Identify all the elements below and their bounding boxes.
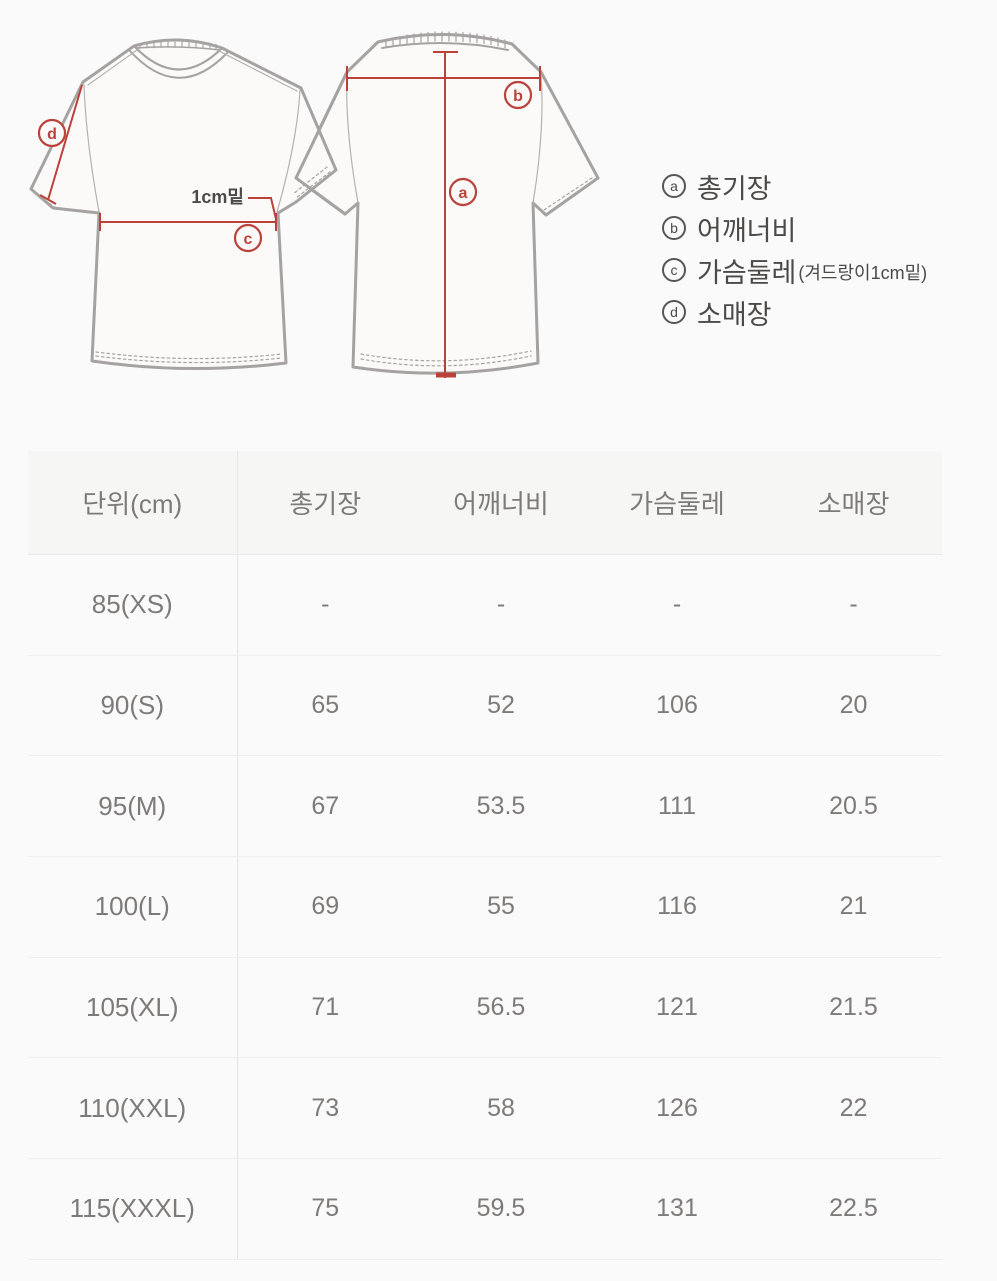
legend-label: 어깨너비 <box>697 215 797 246</box>
size-label: 105(XL) <box>28 957 238 1059</box>
length-measure-line <box>433 51 458 378</box>
legend-marker-d-icon: d <box>662 300 686 324</box>
cell-value: 21 <box>765 856 942 958</box>
back-left-sleeve-outline <box>294 70 349 216</box>
size-label: 85(XS) <box>28 554 238 656</box>
tshirt-measurement-diagram: a b c d 1cm밑 <box>29 31 600 378</box>
table-row: 85(XS) - - - - <box>28 554 942 656</box>
legend-suffix: (겨드랑이1cm밑) <box>798 263 928 283</box>
size-label: 115(XXXL) <box>28 1158 238 1260</box>
legend-item-c: c 가슴둘레 (겨드랑이1cm밑) <box>662 255 928 288</box>
legend-marker-b-icon: b <box>662 216 686 240</box>
marker-c: c <box>233 223 263 253</box>
cell-value: 53.5 <box>413 755 589 858</box>
cell-value: - <box>765 554 942 656</box>
marker-a: a <box>448 177 478 207</box>
measure-legend: a 총기장 b 어깨너비 c 가슴둘레 (겨드랑이1cm밑) d 소매장 <box>662 171 928 330</box>
table-row: 90(S) 65 52 106 20 <box>28 655 942 757</box>
front-collar-ribbing <box>139 39 217 50</box>
legend-label: 총기장 <box>697 173 772 204</box>
marker-b: b <box>503 80 533 110</box>
marker-a-letter: a <box>459 185 468 202</box>
header-shoulder-width: 어깨너비 <box>413 451 589 555</box>
underarm-note-leader <box>248 197 277 220</box>
cell-value: 55 <box>413 856 589 958</box>
back-collar-ribbing <box>385 31 506 49</box>
cell-value: 75 <box>237 1158 413 1260</box>
cell-value: 56.5 <box>413 957 589 1059</box>
cell-value: 73 <box>237 1057 413 1160</box>
cell-value: 20 <box>765 655 942 757</box>
size-label: 110(XXL) <box>28 1057 238 1160</box>
cell-value: 116 <box>589 856 765 958</box>
legend-item-b: b 어깨너비 <box>662 213 927 246</box>
marker-d: d <box>37 118 67 148</box>
measurement-marks <box>39 51 541 378</box>
legend-marker-a-icon: a <box>662 174 686 198</box>
size-label: 95(M) <box>28 755 238 858</box>
sleeve-measure-line <box>39 84 83 205</box>
cell-value: 106 <box>589 655 765 757</box>
header-unit: 단위(cm) <box>28 451 238 555</box>
table-header-row: 단위(cm) 총기장 어깨너비 가슴둘레 소매장 <box>28 451 942 555</box>
table-row: 115(XXXL) 75 59.5 131 22.5 <box>28 1158 942 1260</box>
table-row: 100(L) 69 55 116 21 <box>28 856 942 958</box>
legend-item-d: d 소매장 <box>662 297 927 330</box>
cell-value: - <box>237 554 413 656</box>
measure-markers: a b c d <box>37 80 533 253</box>
table-row: 95(M) 67 53.5 111 20.5 <box>28 755 942 858</box>
legend-label: 가슴둘레 <box>697 257 797 288</box>
cell-value: 126 <box>589 1057 765 1160</box>
cell-value: 20.5 <box>765 755 942 858</box>
header-total-length: 총기장 <box>237 451 413 555</box>
table-row: 105(XL) 71 56.5 121 21.5 <box>28 957 942 1059</box>
cell-value: 67 <box>237 755 413 858</box>
size-spec-table: 단위(cm) 총기장 어깨너비 가슴둘레 소매장 85(XS) - - - - … <box>28 451 942 1260</box>
header-sleeve: 소매장 <box>765 451 942 555</box>
front-shirt-body <box>29 38 338 371</box>
size-label: 100(L) <box>28 856 238 958</box>
cell-value: - <box>413 554 589 656</box>
cell-value: 22 <box>765 1057 942 1160</box>
underarm-note: 1cm밑 <box>191 187 244 207</box>
cell-value: 21.5 <box>765 957 942 1059</box>
size-label: 90(S) <box>28 655 238 757</box>
back-shirt-body <box>294 33 600 375</box>
cell-value: 22.5 <box>765 1158 942 1260</box>
marker-c-letter: c <box>244 231 253 248</box>
cell-value: 131 <box>589 1158 765 1260</box>
cell-value: 69 <box>237 856 413 958</box>
shoulder-measure-line <box>346 66 541 91</box>
cell-value: 71 <box>237 957 413 1059</box>
marker-b-letter: b <box>513 88 523 105</box>
cell-value: - <box>589 554 765 656</box>
cell-value: 58 <box>413 1057 589 1160</box>
front-hem-stitch <box>95 351 283 364</box>
cell-value: 52 <box>413 655 589 757</box>
marker-d-letter: d <box>47 126 57 143</box>
header-chest: 가슴둘레 <box>589 451 765 555</box>
cell-value: 59.5 <box>413 1158 589 1260</box>
legend-label: 소매장 <box>697 299 772 330</box>
legend-item-a: a 총기장 <box>662 171 927 204</box>
cell-value: 65 <box>237 655 413 757</box>
legend-marker-c-icon: c <box>662 258 686 282</box>
front-shirt-illustration <box>29 38 338 371</box>
cell-value: 121 <box>589 957 765 1059</box>
back-shirt-illustration <box>294 31 600 375</box>
cell-value: 111 <box>589 755 765 858</box>
table-row: 110(XXL) 73 58 126 22 <box>28 1057 942 1160</box>
